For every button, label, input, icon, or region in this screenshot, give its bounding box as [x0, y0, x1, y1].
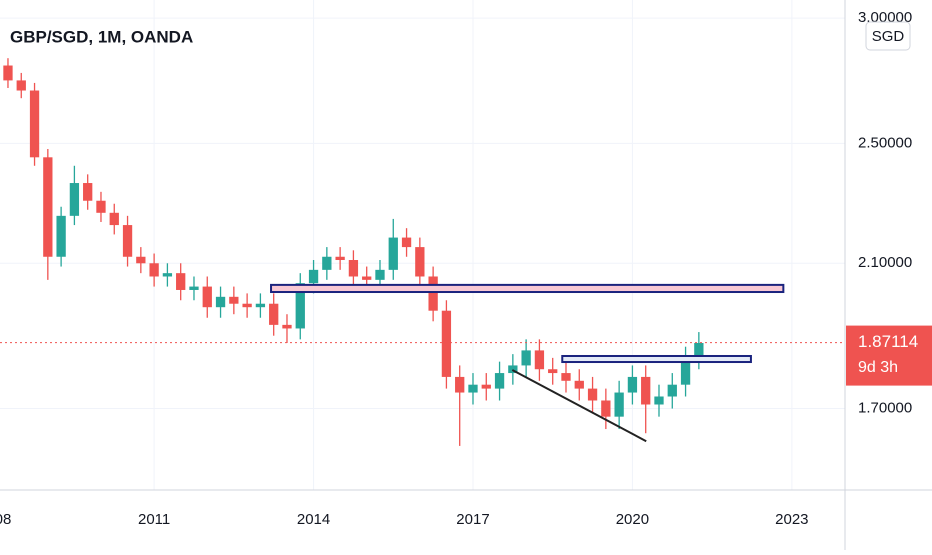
- candle-body: [335, 256, 345, 261]
- candle-body: [69, 183, 80, 216]
- candle-body: [415, 247, 425, 277]
- candle-body: [481, 384, 491, 389]
- candle-body: [16, 80, 26, 91]
- candle-body: [428, 276, 438, 311]
- candle-body: [348, 260, 359, 277]
- x-tick-label: 2014: [297, 511, 330, 528]
- candle-body: [3, 65, 13, 81]
- y-tick-label: 2.50000: [858, 134, 912, 151]
- trend-line: [511, 369, 647, 443]
- y-tick-label: 2.10000: [858, 254, 912, 271]
- candle-body: [561, 373, 571, 381]
- candle-body: [455, 376, 465, 393]
- x-tick-label: 2008: [0, 511, 11, 528]
- candle-body: [189, 286, 199, 290]
- candle-body: [269, 303, 279, 325]
- x-tick-label: 2023: [775, 511, 808, 528]
- candle-body: [308, 269, 319, 284]
- x-tick-label: 2020: [616, 511, 649, 528]
- candle-body: [401, 237, 412, 248]
- candle-body: [176, 273, 186, 290]
- candle-body: [162, 273, 173, 277]
- currency-label: SGD: [872, 28, 905, 45]
- candle-body: [322, 256, 332, 270]
- candle-body: [362, 276, 372, 280]
- zone-rectangle: [561, 354, 752, 364]
- candle-body: [375, 269, 385, 280]
- candle-body: [494, 373, 505, 389]
- candle-body: [149, 263, 159, 277]
- candle-body: [215, 296, 226, 308]
- candle-body: [468, 384, 478, 393]
- candle-body: [587, 388, 598, 401]
- candle-body: [627, 376, 638, 393]
- candle-body: [521, 350, 531, 366]
- candle-body: [667, 384, 677, 397]
- candle-body: [441, 310, 452, 377]
- candle-body: [202, 286, 212, 308]
- candle-body: [654, 396, 664, 405]
- candle-body: [282, 324, 292, 329]
- candle-body: [694, 343, 704, 358]
- candle-body: [56, 215, 66, 257]
- candle-body: [548, 369, 558, 374]
- last-price-label: 1.87114: [858, 332, 918, 351]
- candle-body: [109, 212, 119, 226]
- y-tick-label: 1.70000: [858, 399, 912, 416]
- zone-rectangle: [270, 283, 785, 294]
- candle-body: [229, 296, 239, 304]
- candle-body: [680, 357, 691, 385]
- candle-body: [43, 157, 53, 257]
- currency-box: [865, 21, 911, 51]
- candle-body: [122, 225, 133, 257]
- plot-area: [0, 0, 845, 490]
- candle-body: [388, 237, 398, 270]
- candle-body: [601, 400, 611, 417]
- x-tick-label: 2011: [138, 511, 170, 528]
- candle-body: [136, 256, 146, 264]
- price-label-box: [846, 325, 932, 386]
- candle-body: [96, 200, 106, 213]
- countdown-label: 9d 3h: [858, 359, 898, 376]
- candle-body: [29, 90, 40, 158]
- candle-body: [614, 392, 624, 417]
- chart-title: GBP/SGD, 1M, OANDA: [10, 27, 193, 46]
- candle-body: [574, 380, 584, 389]
- candle-body: [255, 303, 266, 308]
- candle-body: [295, 283, 305, 329]
- candle-body: [641, 376, 651, 405]
- candle-body: [534, 350, 545, 370]
- x-tick-label: 2017: [456, 511, 489, 528]
- candle-body: [242, 303, 252, 308]
- candle-body: [83, 183, 93, 201]
